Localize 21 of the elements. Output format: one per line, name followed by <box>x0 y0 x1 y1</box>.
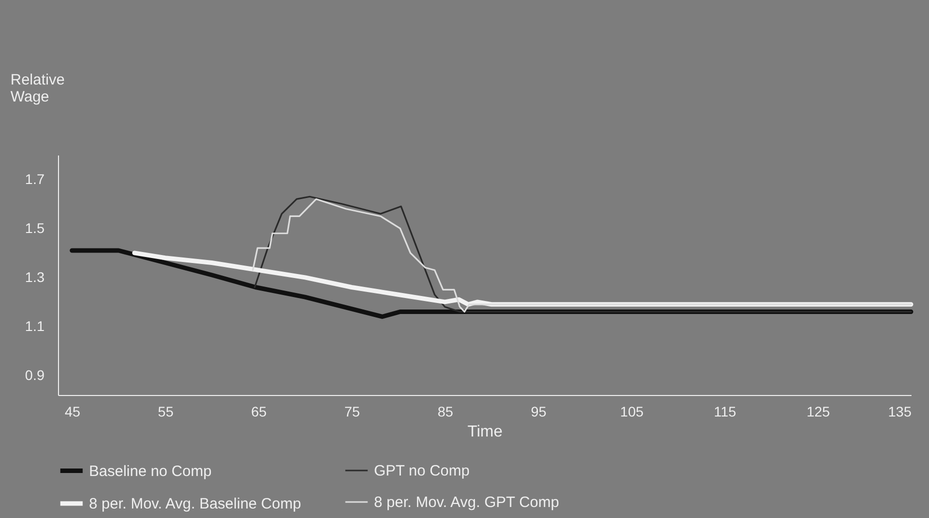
x-tick-label: 85 <box>438 404 454 420</box>
y-tick-label: 0.9 <box>25 366 45 383</box>
y-tick-label: 1.5 <box>25 220 45 236</box>
x-tick-label: 105 <box>620 404 644 420</box>
x-tick-label: 125 <box>806 404 830 420</box>
x-tick-label: 55 <box>158 404 174 420</box>
legend-label: Baseline no Comp <box>89 462 212 480</box>
x-axis-title: Time <box>468 424 503 440</box>
legend-label: 8 per. Mov. Avg. Baseline Comp <box>89 496 302 512</box>
legend-label: 8 per. Mov. Avg. GPT Comp <box>374 494 560 511</box>
x-tick-label: 115 <box>714 404 736 420</box>
y-tick-label: 1.1 <box>25 318 45 334</box>
y-tick-label: 1.3 <box>25 268 45 285</box>
x-tick-label: 135 <box>888 404 912 420</box>
legend-label: GPT no Comp <box>374 462 470 480</box>
y-tick-label: 1.7 <box>25 170 45 187</box>
x-tick-label: 65 <box>251 404 267 420</box>
x-tick-label: 75 <box>344 404 360 420</box>
y-axis-title: Relative Wage <box>10 72 65 106</box>
x-tick-label: 45 <box>64 404 80 420</box>
x-tick-label: 95 <box>530 404 547 420</box>
